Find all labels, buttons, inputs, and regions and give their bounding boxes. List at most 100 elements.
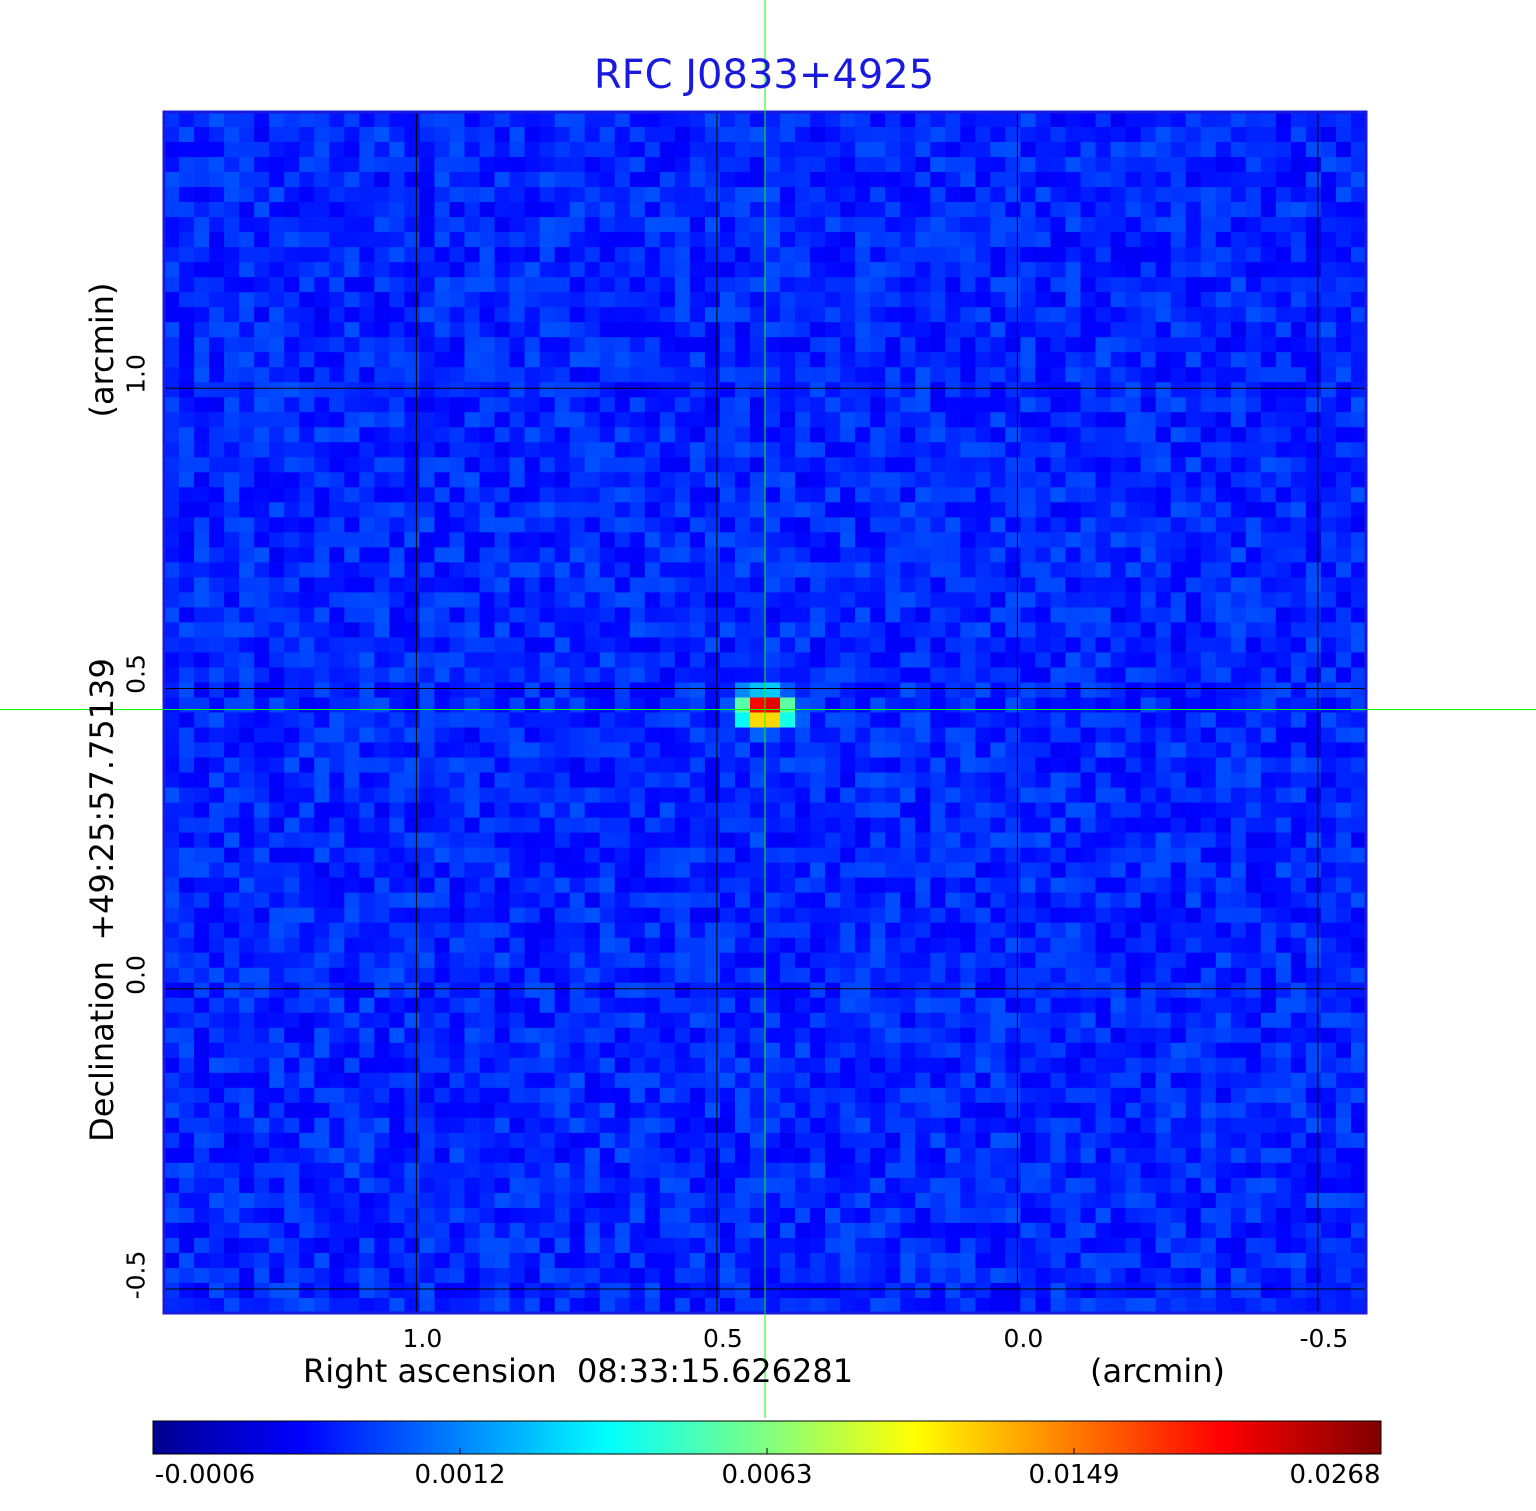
image-pixel <box>509 157 526 173</box>
image-pixel <box>930 562 946 578</box>
image-pixel <box>900 577 916 593</box>
image-pixel <box>1230 187 1247 203</box>
image-pixel <box>599 982 616 999</box>
image-pixel <box>254 502 270 518</box>
image-pixel <box>960 532 976 548</box>
image-pixel <box>1080 592 1097 609</box>
image-pixel <box>915 547 931 563</box>
image-pixel <box>674 967 691 984</box>
image-pixel <box>1260 772 1277 789</box>
image-pixel <box>359 802 375 819</box>
image-pixel <box>569 1042 586 1059</box>
image-pixel <box>239 637 255 654</box>
image-pixel <box>1050 847 1067 864</box>
image-pixel <box>1275 1012 1292 1029</box>
image-pixel <box>644 292 661 308</box>
image-pixel <box>164 517 180 533</box>
image-pixel <box>374 112 390 128</box>
image-pixel <box>900 772 916 789</box>
image-pixel <box>975 577 991 593</box>
image-pixel <box>689 592 706 609</box>
image-pixel <box>224 352 240 368</box>
image-pixel <box>644 922 661 939</box>
image-pixel <box>1065 187 1082 203</box>
image-pixel <box>164 1012 180 1029</box>
image-pixel <box>855 817 871 834</box>
image-pixel <box>494 652 511 669</box>
image-pixel <box>1170 862 1187 879</box>
image-pixel <box>419 142 436 158</box>
image-pixel <box>810 307 826 323</box>
image-pixel <box>749 967 766 984</box>
image-pixel <box>554 1042 571 1059</box>
image-pixel <box>734 412 751 428</box>
image-pixel <box>1005 712 1022 729</box>
image-pixel <box>1350 742 1367 759</box>
image-pixel <box>1170 592 1187 609</box>
image-pixel <box>509 607 526 624</box>
image-pixel <box>1245 712 1262 729</box>
image-pixel <box>704 742 721 759</box>
image-pixel <box>539 322 556 338</box>
image-pixel <box>614 307 631 323</box>
image-pixel <box>1230 457 1247 473</box>
image-pixel <box>1320 187 1337 203</box>
image-pixel <box>359 727 375 744</box>
image-pixel <box>975 457 991 473</box>
image-pixel <box>464 127 481 143</box>
image-pixel <box>1050 307 1067 323</box>
image-pixel <box>1095 157 1112 173</box>
image-pixel <box>900 547 916 563</box>
image-pixel <box>284 112 300 128</box>
image-pixel <box>825 517 841 533</box>
image-pixel <box>795 112 811 128</box>
image-pixel <box>584 517 601 533</box>
image-pixel <box>960 1012 976 1029</box>
image-pixel <box>1350 322 1367 338</box>
image-pixel <box>539 952 556 969</box>
image-pixel <box>239 277 255 293</box>
image-pixel <box>254 172 270 188</box>
image-pixel <box>689 142 706 158</box>
image-pixel <box>765 997 781 1014</box>
image-pixel <box>1095 187 1112 203</box>
image-pixel <box>1245 442 1262 458</box>
image-pixel <box>945 712 961 729</box>
image-pixel <box>810 577 826 593</box>
image-pixel <box>389 712 406 729</box>
image-pixel <box>1035 352 1052 368</box>
image-pixel <box>960 607 976 624</box>
image-pixel <box>1005 952 1022 969</box>
image-pixel <box>569 697 586 714</box>
image-pixel <box>915 742 931 759</box>
image-pixel <box>674 877 691 894</box>
image-pixel <box>329 997 345 1014</box>
image-pixel <box>479 802 496 819</box>
image-pixel <box>1035 412 1052 428</box>
image-pixel <box>269 742 285 759</box>
image-pixel <box>975 862 991 879</box>
image-pixel <box>374 652 390 669</box>
image-pixel <box>885 397 901 413</box>
image-pixel <box>1050 607 1067 624</box>
image-pixel <box>314 802 330 819</box>
image-pixel <box>1020 502 1037 518</box>
image-pixel <box>930 472 946 488</box>
image-pixel <box>644 262 661 278</box>
image-pixel <box>434 1027 451 1044</box>
image-pixel <box>224 622 240 639</box>
image-pixel <box>404 832 421 849</box>
image-pixel <box>1290 517 1307 533</box>
image-pixel <box>299 907 315 924</box>
image-pixel <box>164 562 180 578</box>
image-pixel <box>329 847 345 864</box>
image-pixel <box>870 577 886 593</box>
image-pixel <box>840 472 856 488</box>
image-pixel <box>1260 532 1277 548</box>
image-pixel <box>1170 607 1187 624</box>
image-pixel <box>209 277 225 293</box>
image-pixel <box>780 892 796 909</box>
image-pixel <box>825 667 841 684</box>
image-pixel <box>494 637 511 654</box>
image-pixel <box>239 787 255 804</box>
